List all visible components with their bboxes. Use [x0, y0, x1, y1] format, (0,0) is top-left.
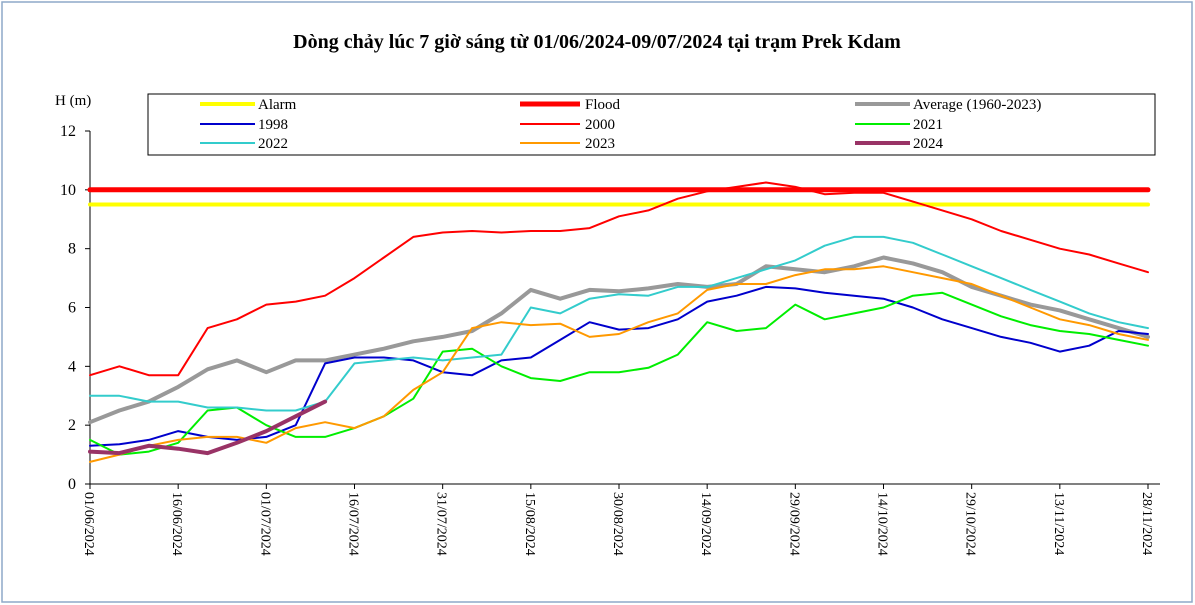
legend-label: 2021	[913, 117, 943, 133]
legend-label: 2022	[258, 136, 288, 152]
x-tick-label: 14/09/2024	[698, 492, 713, 556]
x-tick-label: 14/10/2024	[875, 492, 890, 556]
y-tick-label: 10	[60, 182, 76, 199]
x-tick-label: 31/07/2024	[434, 492, 449, 556]
series-line	[89, 265, 1149, 463]
series-line	[89, 285, 1149, 447]
y-tick-label: 4	[68, 358, 76, 375]
x-tick-label: 13/11/2024	[1051, 492, 1066, 555]
legend-label: 2000	[585, 117, 615, 133]
legend-label: Flood	[585, 97, 621, 113]
legend-label: 1998	[258, 117, 288, 133]
legend	[147, 93, 1156, 156]
x-tick-label: 28/11/2024	[1139, 492, 1154, 555]
x-tick-label: 16/07/2024	[346, 492, 361, 556]
y-tick-label: 2	[68, 417, 76, 434]
series-line	[89, 181, 1149, 377]
y-tick-label: 0	[68, 476, 76, 493]
x-tick-label: 30/08/2024	[610, 492, 625, 556]
series-line	[89, 291, 1149, 456]
x-tick-label: 29/09/2024	[786, 492, 801, 556]
chart-title: Dòng chảy lúc 7 giờ sáng từ 01/06/2024-0…	[293, 31, 901, 53]
y-tick-label: 6	[68, 300, 76, 317]
y-axis-label: H (m)	[55, 93, 91, 109]
x-tick-label: 29/10/2024	[963, 492, 978, 556]
y-tick-label: 8	[68, 241, 76, 258]
legend-label: 2023	[585, 136, 615, 152]
legend-label: Average (1960-2023)	[913, 97, 1041, 113]
x-tick-label: 01/06/2024	[81, 492, 96, 556]
x-tick-label: 15/08/2024	[522, 492, 537, 556]
legend-label: Alarm	[258, 97, 297, 113]
y-tick-label: 12	[60, 123, 76, 140]
series-line	[88, 399, 328, 456]
series-line	[89, 235, 1149, 412]
series-line	[88, 255, 1150, 425]
x-tick-label: 16/06/2024	[169, 492, 184, 556]
x-tick-label: 01/07/2024	[257, 492, 272, 556]
legend-label: 2024	[913, 136, 944, 152]
